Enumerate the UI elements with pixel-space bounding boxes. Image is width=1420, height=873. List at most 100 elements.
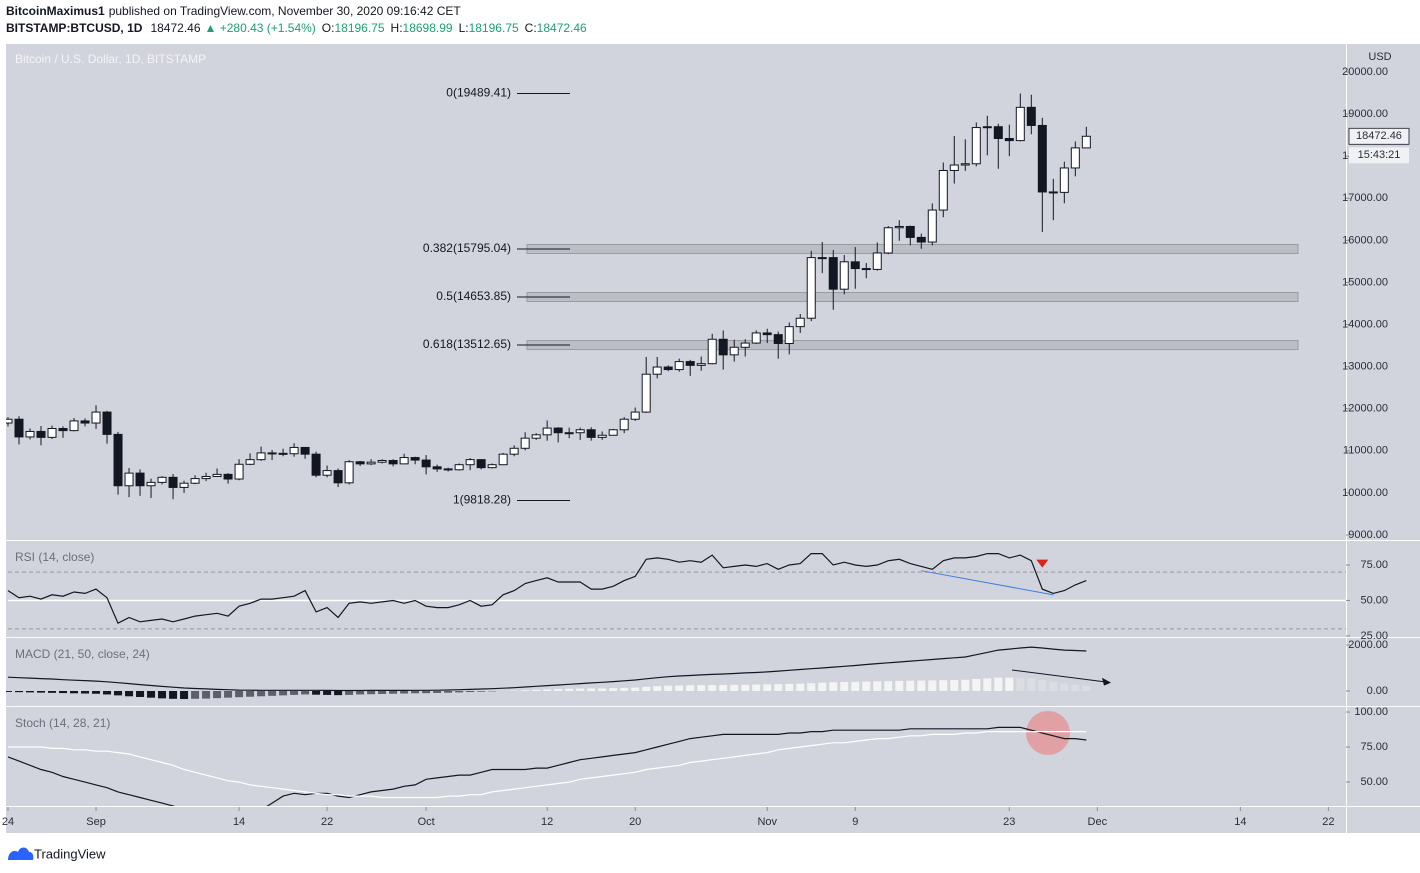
price-panel: 0(19489.41) 0.382(15795.04) 0.5(14653.85) 0… [6,86,1299,507]
histogram-bar [950,679,959,692]
histogram-bar [917,680,926,692]
candle-body [58,428,68,432]
candle-body [80,420,90,424]
candle-body [663,366,673,371]
fib-zone [526,292,1299,303]
histogram-bar [642,686,651,692]
histogram-bar [1049,681,1058,692]
histogram-bar [312,691,321,695]
y-tick-label: 16000.00 [1342,234,1388,246]
histogram-bar [752,684,761,692]
histogram-bar [59,691,68,694]
candle-body [828,257,838,290]
candle-body [6,418,13,424]
histogram-bar [147,691,156,698]
y-tick-label: 2000.00 [1348,639,1388,651]
field-label: L: [459,21,469,35]
field-value: 18196.75 [469,21,519,35]
histogram-bar [554,689,563,692]
histogram-bar [796,683,805,692]
histogram-bar [972,679,981,692]
histogram-bar [433,691,442,693]
y-tick-label: 75.00 [1360,559,1388,571]
candle-body [696,363,706,366]
fib-zone [526,243,1299,254]
candle-body [168,476,178,488]
histogram-bar [928,680,937,692]
axis-unit: USD [1368,51,1391,63]
field-label: O: [322,21,335,35]
histogram-bar [345,691,354,695]
histogram-bar [356,691,365,695]
candle-body [146,481,156,487]
histogram-bar [873,681,882,692]
histogram-bar [114,691,123,696]
candle-body [1015,106,1025,142]
logo-icon [8,847,34,860]
candle-body [971,127,981,165]
histogram-bar [455,691,464,693]
histogram-bar [323,691,332,695]
histogram-bar [763,684,772,692]
histogram-bar [1060,683,1069,692]
histogram-bar [532,689,541,692]
candle-body [795,317,805,328]
histogram-bar [521,690,530,692]
candle-body [938,169,948,211]
trendline [921,570,1054,596]
candle-body [861,268,871,271]
histogram-bar [807,683,816,692]
y-tick-label: 14000.00 [1342,318,1388,330]
histogram-bar [26,691,35,693]
histogram-bar [598,688,607,692]
candle-body [498,453,508,466]
candle-body [487,464,497,469]
histogram-bar [477,691,486,692]
candle-body [674,361,684,371]
candle-body [157,476,167,483]
candle-body [949,164,959,171]
candle-body [102,411,112,435]
histogram-bar [697,685,706,692]
histogram-bar [620,687,629,692]
candle-body [509,447,519,455]
candle-body [135,472,145,487]
histogram-bar [378,691,387,694]
histogram-bar [719,684,728,692]
candle-body [608,429,618,436]
histogram-bar [774,684,783,692]
histogram-bar [1082,685,1091,692]
candle-body [1059,167,1069,193]
histogram-bar [862,681,871,692]
fib-label: 1(9818.28) [453,493,511,507]
price-panel-title: Bitcoin / U.S. Dollar, 1D, BITSTAMP [15,52,206,66]
author: BitcoinMaximus1 [6,4,105,18]
fib-label: 0(19489.41) [446,86,511,100]
histogram-bar [785,683,794,692]
candle-body [960,163,970,166]
candle-body [520,437,530,449]
histogram-bar [301,691,310,695]
candle-body [652,366,662,375]
candle-body [410,457,420,461]
stoch-title: Stoch (14, 28, 21) [15,716,110,730]
y-tick-label: 75.00 [1360,741,1388,753]
histogram-bar [1027,678,1036,692]
candle-body [806,257,816,319]
candle-body [762,332,772,336]
histogram-bar [840,682,849,692]
axes: 24 Sep 14 22 Oct 12 20 Nov 9 23 Dec 14 22 9000.00 1000… [2,66,1410,828]
histogram-bar [587,688,596,692]
x-tick-label: 22 [321,816,333,828]
field-label: C: [525,21,537,35]
x-tick-label: 12 [541,816,553,828]
rsi-title: RSI (14, close) [15,550,94,564]
histogram-bar [48,691,57,693]
histogram-bar [257,691,266,697]
candle-body [454,464,464,471]
fib-label: 0.5(14653.85) [436,289,511,303]
logo [8,847,34,860]
histogram-bar [961,679,970,692]
histogram-bar [158,691,167,699]
y-tick-label: 19000.00 [1342,108,1388,120]
